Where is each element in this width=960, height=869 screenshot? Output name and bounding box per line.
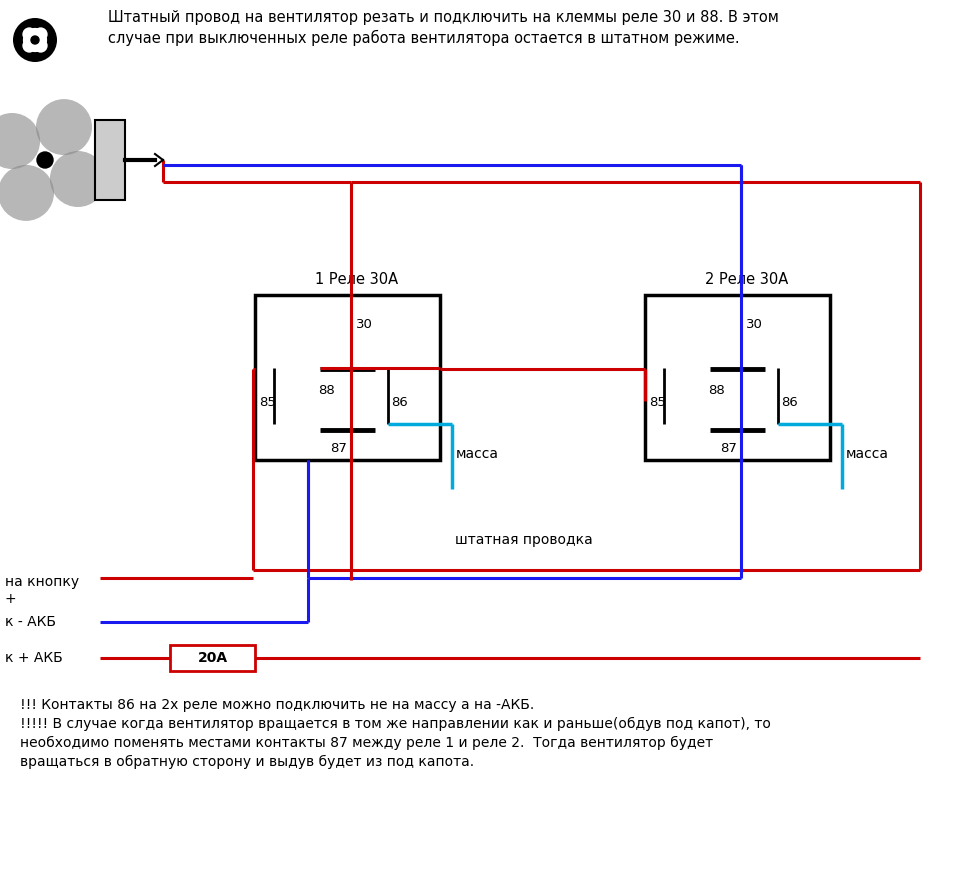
Bar (95, 120, 125, 200)
Circle shape (0, 113, 40, 169)
Circle shape (13, 18, 57, 62)
Circle shape (0, 165, 54, 221)
Circle shape (31, 36, 51, 56)
Text: штатная проводка: штатная проводка (455, 533, 592, 547)
Text: масса: масса (846, 447, 889, 461)
Text: !!! Контакты 86 на 2х реле можно подключить не на массу а на -АКБ.
!!!!! В случа: !!! Контакты 86 на 2х реле можно подключ… (20, 698, 771, 769)
Circle shape (50, 151, 106, 207)
Text: 85: 85 (259, 395, 276, 408)
Circle shape (37, 152, 53, 168)
Text: 86: 86 (392, 395, 408, 408)
Text: 86: 86 (781, 395, 798, 408)
Text: 87: 87 (329, 442, 347, 455)
Circle shape (31, 24, 51, 44)
Text: Штатный провод на вентилятор резать и подключить на клеммы реле 30 и 88. В этом
: Штатный провод на вентилятор резать и по… (108, 10, 779, 46)
Circle shape (23, 28, 47, 52)
Text: 30: 30 (356, 318, 373, 331)
Circle shape (31, 36, 39, 44)
Text: на кнопку
+: на кнопку + (5, 575, 79, 607)
Text: масса: масса (456, 447, 499, 461)
Circle shape (19, 36, 39, 56)
Text: к - АКБ: к - АКБ (5, 615, 56, 629)
Text: 20А: 20А (198, 651, 228, 665)
Text: 1 Реле 30А: 1 Реле 30А (315, 272, 398, 287)
Circle shape (22, 38, 36, 53)
Text: 88: 88 (708, 384, 725, 397)
Circle shape (36, 99, 92, 155)
Text: 30: 30 (746, 318, 763, 331)
Text: 88: 88 (318, 384, 334, 397)
Bar (255, 295, 440, 460)
Circle shape (34, 38, 48, 53)
Circle shape (22, 27, 36, 42)
Circle shape (19, 24, 39, 44)
Text: 2 Реле 30А: 2 Реле 30А (706, 272, 788, 287)
Bar (170, 645, 255, 671)
Circle shape (0, 95, 110, 225)
Bar (645, 295, 830, 460)
Text: 87: 87 (720, 442, 736, 455)
Text: 85: 85 (649, 395, 666, 408)
Circle shape (34, 27, 48, 42)
Text: к + АКБ: к + АКБ (5, 651, 62, 665)
